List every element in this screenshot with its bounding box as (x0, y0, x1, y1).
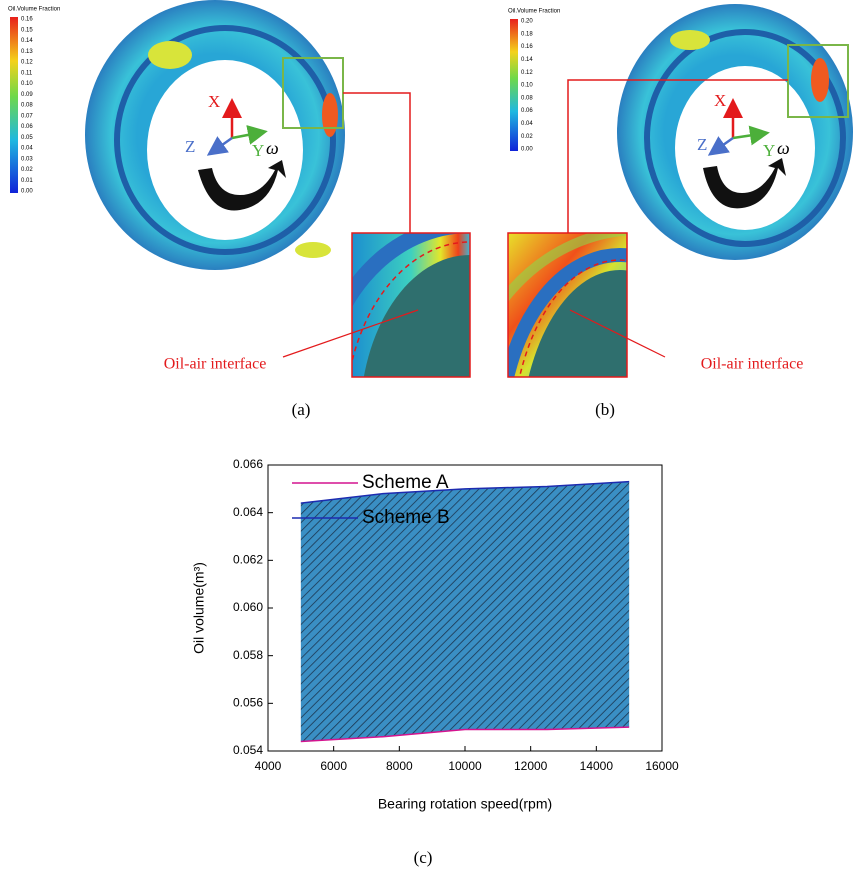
annotation: Oil-air interface (164, 356, 267, 373)
colorbar-tick-label: 0.05 (21, 135, 33, 141)
y-tick-label: 0.064 (233, 505, 263, 519)
colorbar-tick-label: 0.10 (21, 81, 33, 87)
axis-arrow (206, 136, 233, 156)
rotation-arrow (198, 160, 286, 211)
colorbar-title: Oil.Volume Fraction (508, 9, 560, 15)
y-tick-label: 0.056 (233, 696, 263, 710)
fill-between (300, 481, 630, 742)
y-tick-label: 0.058 (233, 648, 263, 662)
axis-arrow (231, 125, 268, 145)
legend-label: Scheme A (362, 472, 449, 493)
colorbar-tick-label: 0.16 (21, 17, 33, 23)
x-tick-label: 12000 (514, 759, 548, 773)
series-line (300, 726, 630, 743)
x-tick-label: 14000 (580, 759, 614, 773)
bearing-hole (147, 60, 303, 240)
colorbar-tick-label: 0.10 (521, 83, 533, 89)
colorbar-tick-label: 0.04 (521, 121, 533, 127)
series-line (300, 480, 630, 504)
panel-a: Oil.Volume Fraction 0.16 0.15 0.14 0.13 0.12… (8, 0, 471, 419)
colorbar-tick-label: 0.00 (521, 147, 533, 153)
zoom-box (507, 232, 628, 378)
oil-spot (670, 30, 710, 50)
oil-spot (148, 41, 192, 69)
axis-y: Y (252, 141, 264, 160)
axis-z: Z (185, 137, 195, 156)
panel-label: (b) (595, 400, 615, 419)
annotation-line (569, 309, 666, 358)
annotation-line (282, 309, 419, 358)
ring-groove (644, 29, 846, 247)
y-tick-label: 0.060 (233, 600, 263, 614)
colorbar-tick-label: 0.06 (21, 124, 33, 130)
colorbar-tick-label: 0.08 (521, 95, 533, 101)
legend-label: Scheme B (362, 507, 450, 528)
rotation-arrow (703, 158, 786, 209)
oil-spot (322, 93, 338, 137)
colorbar-tick-label: 0.15 (21, 27, 33, 33)
colorbar-ticks: 0.20 0.18 0.16 0.14 0.12 0.10 0.08 0.06 0.04 0.02… (521, 19, 533, 153)
colorbar-tick-label: 0.14 (521, 57, 533, 63)
zoom-view (508, 233, 627, 377)
connector (343, 92, 411, 233)
colorbar-tick-label: 0.04 (21, 146, 33, 152)
axis-y: Y (763, 141, 775, 160)
axis-x: X (208, 92, 220, 111)
zoom-view (352, 233, 470, 377)
colorbar-title: Oil.Volume Fraction (8, 7, 60, 13)
annotation: Oil-air interface (701, 356, 804, 373)
colorbar-tick-label: 0.14 (21, 38, 33, 44)
colorbar-tick-label: 0.08 (21, 103, 33, 109)
colorbar-tick-label: 0.03 (21, 156, 33, 162)
colorbar-tick-label: 0.02 (21, 167, 33, 173)
colorbar-tick-label: 0.00 (21, 189, 33, 195)
colorbar-tick-label: 0.09 (21, 92, 33, 98)
oil-spot (811, 58, 829, 102)
ring-groove (114, 25, 336, 255)
omega: ω (777, 138, 790, 158)
colorbar-tick-label: 0.20 (521, 19, 533, 25)
y-tick-label: 0.054 (233, 743, 263, 757)
y-axis-label: Oil volume(m³) (191, 562, 207, 654)
colorbar (510, 19, 518, 151)
colorbar (10, 17, 18, 193)
panel-b: Oil.Volume Fraction 0.20 0.18 0.16 0.14 0.12… (507, 4, 853, 419)
axis-arrow (732, 125, 770, 146)
panel-c: Oil volume(m³) Bearing rotation speed(rp… (191, 457, 679, 867)
colorbar-tick-label: 0.02 (521, 134, 533, 140)
zoom-box (351, 232, 471, 378)
x-tick-label: 16000 (645, 759, 679, 773)
x-axis-label: Bearing rotation speed(rpm) (378, 796, 552, 812)
colorbar-tick-label: 0.07 (21, 113, 33, 119)
focus-box (787, 44, 849, 118)
y-tick-label: 0.062 (233, 553, 263, 567)
oil-spot (295, 242, 331, 258)
axis-z: Z (697, 135, 707, 154)
colorbar-tick-label: 0.16 (521, 44, 533, 50)
colorbar-tick-label: 0.06 (521, 108, 533, 114)
x-tick-label: 8000 (386, 759, 413, 773)
colorbar-tick-label: 0.01 (21, 178, 33, 184)
y-tick-label: 0.066 (233, 457, 263, 471)
colorbar-tick-label: 0.12 (21, 60, 33, 66)
panel-label: (c) (414, 848, 433, 867)
axis-x: X (714, 91, 726, 110)
omega: ω (266, 138, 279, 158)
connector (567, 79, 788, 233)
colorbar-tick-label: 0.18 (521, 31, 533, 37)
panel-label: (a) (292, 400, 311, 419)
axis-arrow (707, 136, 734, 156)
colorbar-ticks: 0.16 0.15 0.14 0.13 0.12 0.11 0.10 0.09 0.08 0.07… (21, 17, 33, 195)
x-tick-label: 6000 (320, 759, 347, 773)
x-tick-label: 4000 (255, 759, 282, 773)
colorbar-tick-label: 0.11 (21, 70, 33, 76)
x-tick-label: 10000 (448, 759, 482, 773)
colorbar-tick-label: 0.13 (21, 49, 33, 55)
colorbar-tick-label: 0.12 (521, 70, 533, 76)
